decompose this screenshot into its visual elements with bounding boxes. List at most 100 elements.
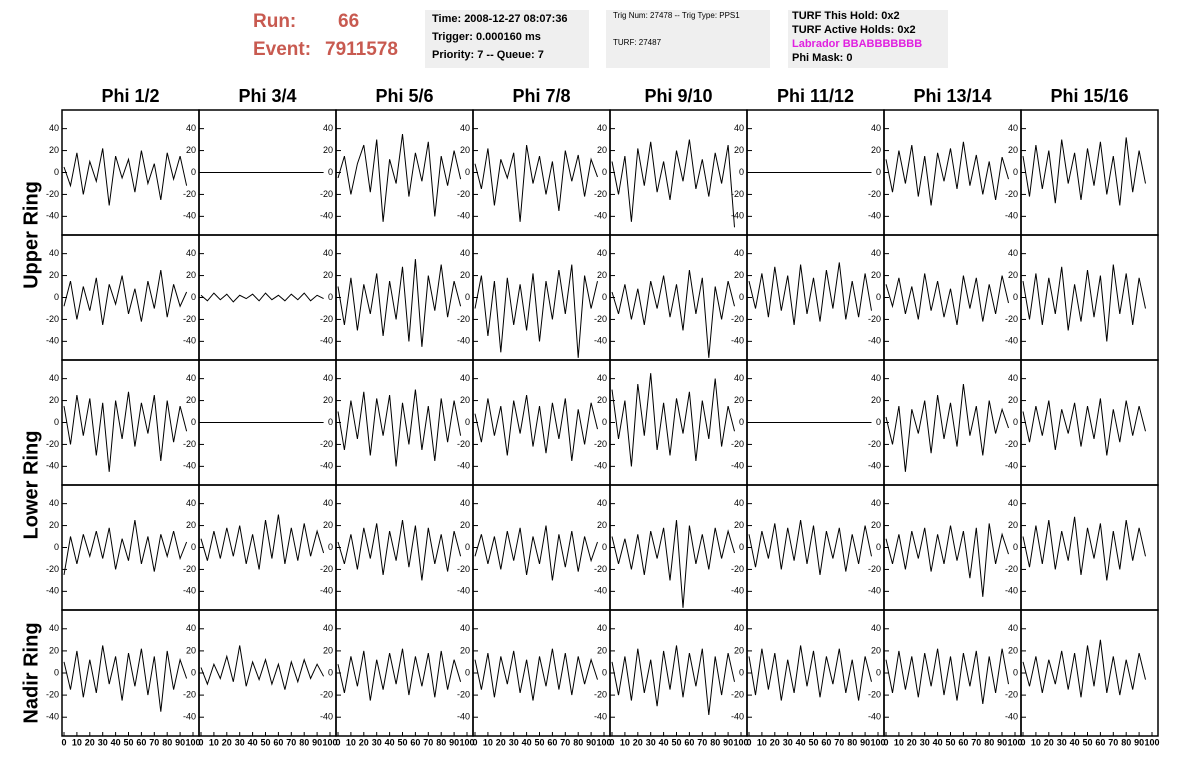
y-tick-label: 40: [597, 373, 607, 383]
y-tick-label: 0: [328, 542, 333, 552]
column-title: Phi 9/10: [644, 86, 712, 106]
column-title: Phi 13/14: [913, 86, 991, 106]
y-tick-label: -20: [320, 689, 333, 699]
y-tick-label: 0: [465, 667, 470, 677]
waveform: [885, 273, 1009, 325]
x-tick-label: 20: [359, 737, 369, 747]
y-tick-label: -20: [868, 689, 881, 699]
panel-frame: [472, 484, 611, 611]
y-tick-label: 40: [460, 248, 470, 258]
y-tick-label: 40: [323, 373, 333, 383]
y-tick-label: -40: [594, 211, 607, 221]
y-tick-label: 20: [1008, 395, 1018, 405]
y-tick-label: 0: [876, 417, 881, 427]
x-tick-label: 70: [286, 737, 296, 747]
waveform: [1022, 137, 1146, 206]
x-tick-label: 100: [596, 737, 611, 747]
panel-frame: [61, 609, 200, 737]
y-tick-label: -40: [868, 712, 881, 722]
turf-text: TURF: 27487: [613, 38, 662, 47]
y-tick-label: -40: [46, 211, 59, 221]
y-tick-label: -40: [868, 211, 881, 221]
y-tick-label: 0: [739, 167, 744, 177]
y-tick-label: 0: [191, 667, 196, 677]
y-tick-label: -40: [183, 211, 196, 221]
y-tick-label: 0: [1013, 417, 1018, 427]
y-tick-label: 40: [1008, 373, 1018, 383]
waveform: [337, 520, 462, 581]
x-tick-label: 50: [397, 737, 407, 747]
y-tick-label: -20: [1005, 314, 1018, 324]
panel-frame: [335, 234, 474, 361]
y-tick-label: 0: [328, 417, 333, 427]
x-tick-label: 50: [671, 737, 681, 747]
y-tick-label: 40: [871, 623, 881, 633]
y-tick-label: 20: [871, 520, 881, 530]
panel-frame: [335, 109, 474, 236]
waveform: [200, 514, 325, 570]
turf-hold-text: TURF This Hold: 0x2: [792, 10, 900, 22]
waveform: [611, 270, 735, 358]
y-tick-label: 40: [734, 248, 744, 258]
y-tick-label: 0: [739, 292, 744, 302]
x-tick-label: 60: [821, 737, 831, 747]
phi-mask-text: Phi Mask: 0: [792, 52, 853, 64]
y-tick-label: 20: [49, 395, 59, 405]
column-title: Phi 15/16: [1050, 86, 1128, 106]
y-tick-label: -20: [183, 314, 196, 324]
y-tick-label: 20: [460, 145, 470, 155]
x-tick-label: 60: [273, 737, 283, 747]
x-tick-label: 0: [746, 737, 751, 747]
waveform: [885, 384, 1009, 472]
y-tick-label: 0: [1013, 542, 1018, 552]
y-tick-label: 0: [465, 417, 470, 427]
y-tick-label: 40: [49, 123, 59, 133]
y-tick-label: -40: [1005, 336, 1018, 346]
y-tick-label: 20: [186, 145, 196, 155]
y-tick-label: 40: [871, 248, 881, 258]
y-tick-label: -20: [320, 314, 333, 324]
y-tick-label: -40: [731, 211, 744, 221]
x-tick-label: 0: [61, 737, 66, 747]
y-tick-label: -40: [1005, 712, 1018, 722]
y-tick-label: 40: [49, 498, 59, 508]
x-tick-label: 0: [1020, 737, 1025, 747]
y-tick-label: -20: [1005, 564, 1018, 574]
y-tick-label: -20: [457, 189, 470, 199]
x-tick-label: 80: [162, 737, 172, 747]
y-tick-label: -20: [868, 314, 881, 324]
y-tick-label: 40: [49, 623, 59, 633]
y-tick-label: 20: [734, 645, 744, 655]
waveform: [1022, 516, 1146, 581]
y-tick-label: 20: [186, 395, 196, 405]
y-tick-label: 20: [49, 645, 59, 655]
y-tick-label: -20: [183, 189, 196, 199]
y-tick-label: -40: [183, 712, 196, 722]
y-tick-label: -40: [320, 211, 333, 221]
y-tick-label: -40: [183, 336, 196, 346]
x-tick-label: 60: [547, 737, 557, 747]
y-tick-label: -40: [868, 586, 881, 596]
panel-frame: [1020, 484, 1159, 611]
y-tick-label: 20: [871, 645, 881, 655]
waveform: [200, 645, 325, 690]
y-tick-label: -20: [457, 689, 470, 699]
y-tick-label: -40: [320, 712, 333, 722]
x-tick-label: 100: [1007, 737, 1022, 747]
y-tick-label: 0: [602, 417, 607, 427]
priority-text: Priority: 7 -- Queue: 7: [432, 49, 544, 61]
waveform: [885, 141, 1009, 206]
y-tick-label: -20: [46, 314, 59, 324]
x-tick-label: 40: [111, 737, 121, 747]
panel-frame: [198, 484, 337, 611]
y-tick-label: 0: [739, 417, 744, 427]
x-tick-label: 40: [659, 737, 669, 747]
y-tick-label: 40: [597, 498, 607, 508]
waveform: [63, 520, 188, 575]
y-tick-label: 0: [876, 542, 881, 552]
x-tick-label: 20: [85, 737, 95, 747]
y-tick-label: -20: [320, 564, 333, 574]
x-tick-label: 100: [1144, 737, 1159, 747]
y-tick-label: -40: [457, 461, 470, 471]
x-tick-label: 30: [783, 737, 793, 747]
